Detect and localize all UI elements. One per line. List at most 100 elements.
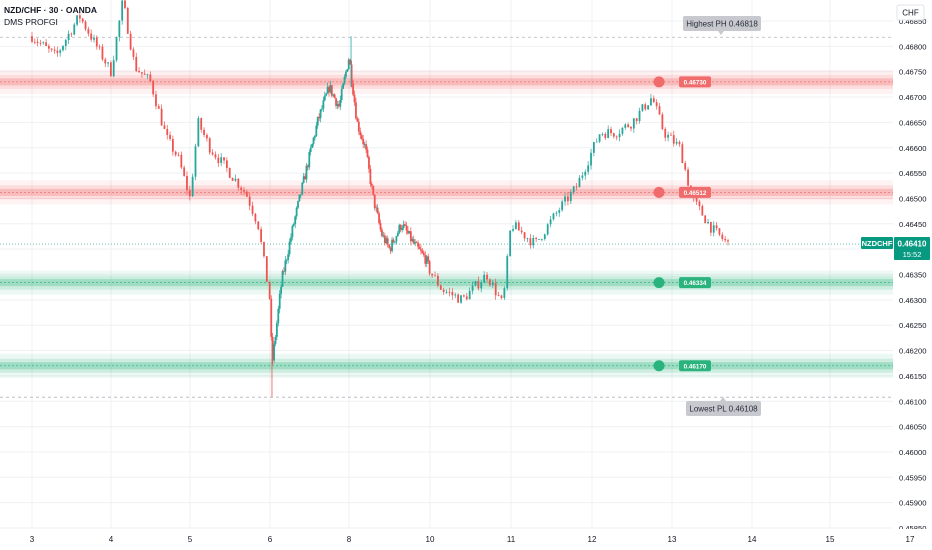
candle-body <box>220 157 223 164</box>
candle-body <box>375 207 378 209</box>
candle-body <box>337 104 340 107</box>
candle-body <box>621 127 624 134</box>
currency-label: CHF <box>902 9 919 18</box>
candle-body <box>36 41 39 43</box>
candle-body <box>126 8 129 34</box>
candle-body <box>284 260 287 272</box>
level-zone-core <box>0 362 893 370</box>
candle-body <box>590 152 592 166</box>
candle-body <box>62 45 64 51</box>
candle-body <box>208 138 211 153</box>
candle-body <box>578 177 581 188</box>
candle-body <box>517 222 520 231</box>
time-tick-label: 13 <box>668 535 677 544</box>
candle-body <box>418 246 421 250</box>
candle-body <box>373 194 376 209</box>
candle-body <box>415 242 418 244</box>
price-tick-label: 0.46800 <box>899 42 926 51</box>
currency-button[interactable]: CHF <box>896 4 925 21</box>
candle-body <box>630 126 632 129</box>
candle-body <box>366 149 369 157</box>
candle-body <box>333 94 336 99</box>
candle-body <box>509 230 512 256</box>
candle-body <box>297 201 299 208</box>
candle-body <box>42 42 45 44</box>
candle-body <box>552 213 555 220</box>
level-zone-mid <box>0 185 893 200</box>
candle-body <box>457 294 460 303</box>
candle-body <box>53 49 56 51</box>
candle-body <box>355 102 357 119</box>
price-tick-label: 0.46500 <box>899 194 926 203</box>
candle-body <box>612 133 615 137</box>
candle-body <box>661 114 664 130</box>
candle-body <box>342 83 345 89</box>
time-tick-label: 8 <box>347 535 352 544</box>
candle-body <box>186 175 188 191</box>
candle-body <box>379 223 382 230</box>
level-zone-mid <box>0 358 893 373</box>
candle-body <box>555 212 558 214</box>
price-axis-labels: 0.46850 0.46800 0.46750 0.46700 0.46650 0.466… <box>899 17 926 533</box>
candle-body <box>295 207 298 217</box>
candle-body <box>346 69 349 72</box>
candle-body <box>581 175 584 178</box>
candle-body <box>624 124 627 128</box>
candle-body <box>347 59 350 70</box>
candle-body <box>183 167 186 176</box>
candle-body <box>684 163 687 170</box>
candle-body <box>95 37 98 47</box>
highest-ph-label: Highest PH 0.46818 <box>686 20 758 29</box>
candle-body <box>575 186 578 188</box>
price-tick-label: 0.45900 <box>899 499 926 508</box>
candle-body <box>477 281 480 289</box>
price-tick-label: 0.46850 <box>899 17 926 26</box>
candle-body <box>180 154 183 168</box>
candle-body <box>558 210 561 213</box>
highest-ph-callout: Highest PH 0.46818 <box>683 16 761 35</box>
candle-body <box>115 37 118 61</box>
candle-body <box>277 308 280 323</box>
candle-body <box>491 282 494 286</box>
candle-body <box>515 222 517 230</box>
candle-body <box>273 344 275 361</box>
candle-body <box>200 118 203 130</box>
candle-body <box>378 213 380 224</box>
candle-body <box>532 238 535 246</box>
candle-body <box>724 238 727 241</box>
candle-body <box>45 42 47 46</box>
time-axis[interactable] <box>0 529 932 550</box>
pivot-lines <box>0 36 893 398</box>
candle-body <box>396 232 399 237</box>
level-tag-label: 0.46170 <box>684 363 707 370</box>
price-tick-label: 0.46750 <box>899 68 926 77</box>
candle-body <box>322 100 325 109</box>
candle-body <box>471 285 474 291</box>
candle-body <box>526 238 529 240</box>
candle-body <box>245 191 248 197</box>
candle-body <box>223 157 225 161</box>
candle-body <box>356 118 359 122</box>
candle-body <box>655 102 658 107</box>
candle-body <box>101 46 104 60</box>
candle-body <box>500 295 503 298</box>
candle-body <box>98 46 101 48</box>
candle-body <box>428 261 431 274</box>
candle-body <box>143 73 146 75</box>
candle-body <box>604 133 607 138</box>
candle-body <box>641 104 644 111</box>
candle-body <box>146 74 149 76</box>
candle-body <box>315 125 318 136</box>
candle-body <box>463 295 465 297</box>
candle-body <box>465 296 468 300</box>
price-axis[interactable] <box>893 0 932 529</box>
candle-body <box>424 255 427 264</box>
candle-body <box>414 242 417 244</box>
level-tag-label: 0.46512 <box>684 190 707 197</box>
candle-body <box>306 165 309 168</box>
candle-body <box>278 294 281 309</box>
candle-body <box>350 64 353 84</box>
candle-body <box>353 94 356 103</box>
candle-body <box>124 0 126 9</box>
